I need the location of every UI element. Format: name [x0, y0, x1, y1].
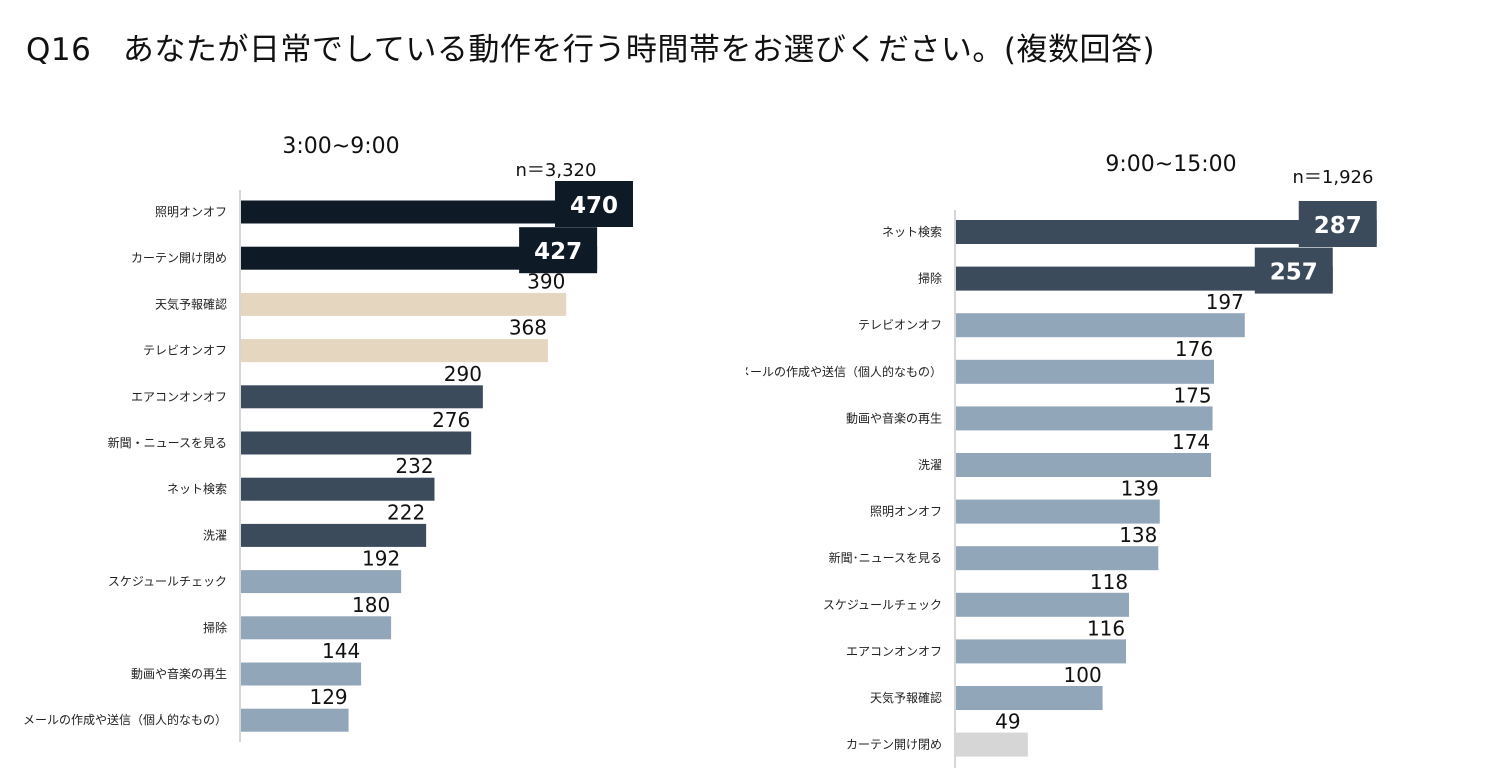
left-category-label: エアコンオンオフ — [131, 390, 227, 404]
page-title: Q16 あなたが日常でしている動作を行う時間帯をお選びください。(複数回答) — [26, 32, 1156, 68]
left-value-label: 390 — [527, 269, 565, 293]
left-bar — [241, 523, 427, 547]
right-value-label: 175 — [1173, 383, 1211, 407]
left-value-label: 290 — [444, 362, 482, 386]
right-category-label: カーテン開け閉め — [846, 738, 942, 752]
left-value-label: 368 — [509, 316, 547, 340]
right-bar — [956, 639, 1127, 664]
left-bar — [241, 431, 472, 455]
left-bar — [241, 708, 349, 732]
right-bar — [956, 686, 1103, 710]
left-category-label: 洗濯 — [203, 528, 227, 542]
left-category-label: メールの作成や送信（個人的なもの） — [23, 712, 227, 727]
left-value-badge — [519, 227, 598, 274]
right-category-label: 洗濯 — [918, 458, 942, 472]
left-bar — [241, 385, 483, 409]
left-category-label: 照明オンオフ — [155, 205, 227, 219]
left-value-label: 180 — [352, 593, 390, 617]
left-category-label: 新聞・ニュースを見る — [108, 435, 227, 450]
right-value-label: 118 — [1090, 570, 1128, 594]
left-category-label: スケジュールチェック — [108, 575, 227, 589]
left-value-label: 232 — [395, 454, 433, 478]
left-bar — [241, 292, 567, 316]
right-value-label: 138 — [1119, 523, 1157, 547]
right-value-badge — [1254, 247, 1333, 294]
left-bar — [241, 200, 633, 224]
right-value-label: 139 — [1121, 477, 1159, 501]
chart-left: 3:00~9:00 n＝3,320 照明オンオフ 470 カーテン開け閉め 427 天気予報… — [23, 134, 633, 742]
left-bar — [241, 616, 392, 640]
left-value-label: 222 — [387, 500, 425, 524]
right-category-label: 動画や音楽の再生 — [846, 410, 942, 425]
right-bar — [956, 592, 1129, 617]
left-bar — [241, 662, 362, 686]
right-value-label: 174 — [1172, 430, 1210, 454]
left-category-label: テレビオンオフ — [143, 344, 227, 358]
left-value-label: 192 — [362, 547, 400, 571]
right-value-label: 100 — [1064, 663, 1102, 687]
left-value-label: 129 — [309, 685, 347, 709]
left-sample-size: n＝3,320 — [516, 160, 597, 181]
right-category-label: 新聞･ニュースを見る — [829, 550, 942, 565]
right-bar — [956, 453, 1212, 477]
left-bar — [241, 339, 548, 363]
right-category-label: スケジュールチェック — [823, 598, 942, 612]
left-value-label: 470 — [570, 193, 618, 219]
right-sample-size: n＝1,926 — [1293, 167, 1374, 188]
left-value-badge — [554, 181, 633, 227]
left-bar — [241, 477, 435, 501]
left-bar — [241, 246, 598, 270]
right-bar — [956, 406, 1213, 431]
left-value-label: 144 — [322, 639, 360, 663]
right-value-label: 257 — [1270, 260, 1318, 286]
left-bar — [241, 570, 402, 594]
right-category-label: 天気予報確認 — [870, 690, 942, 705]
right-bar — [956, 313, 1245, 338]
left-category-label: カーテン開け閉め — [131, 251, 227, 265]
right-category-label: メールの作成や送信（個人的なもの） — [746, 364, 942, 379]
left-category-label: 動画や音楽の再生 — [131, 666, 227, 681]
right-bar — [956, 359, 1215, 384]
right-value-label: 176 — [1175, 337, 1213, 361]
right-bar — [956, 732, 1028, 757]
right-value-badge — [1298, 201, 1377, 247]
right-value-label: 49 — [995, 710, 1020, 734]
left-chart-title: 3:00~9:00 — [282, 134, 399, 159]
right-category-label: ネット検索 — [882, 225, 942, 239]
right-chart-title: 9:00~15:00 — [1105, 152, 1236, 177]
right-bar — [956, 499, 1160, 524]
right-category-label: 掃除 — [918, 271, 942, 286]
right-value-label: 197 — [1206, 290, 1244, 314]
right-bar — [956, 546, 1159, 571]
right-category-label: 照明オンオフ — [870, 505, 942, 519]
left-value-label: 276 — [432, 408, 470, 432]
left-category-label: ネット検索 — [167, 482, 227, 496]
left-value-label: 427 — [534, 239, 582, 265]
right-value-label: 287 — [1314, 213, 1362, 239]
right-value-label: 116 — [1087, 616, 1125, 640]
left-category-label: 掃除 — [203, 620, 227, 635]
left-category-label: 天気予報確認 — [155, 296, 227, 311]
chart-right: 9:00~15:00 n＝1,926 ネット検索 287 掃除 257 テレビオンオフ 197… — [746, 152, 1377, 768]
right-category-label: エアコンオンオフ — [846, 644, 942, 658]
right-category-label: テレビオンオフ — [858, 318, 942, 332]
